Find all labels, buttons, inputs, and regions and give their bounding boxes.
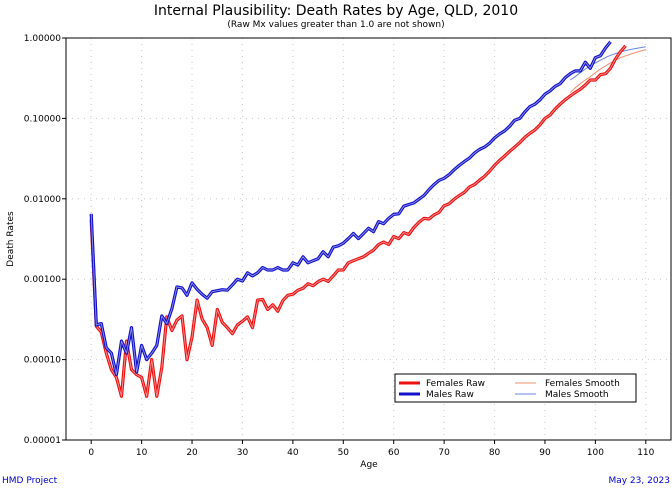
y-axis: 0.00001 0.00010 0.00100 0.01000 0.10000 1.000… <box>24 34 66 446</box>
x-tick-label: 110 <box>637 448 654 458</box>
y-axis-label: Death Rates <box>6 211 16 267</box>
y-tick-label: 0.00010 <box>24 356 61 366</box>
y-tick-label: 0.00100 <box>24 275 61 285</box>
x-axis: 0 10 20 30 40 50 60 70 80 90 100 110 <box>88 440 655 458</box>
series-line-females-smooth <box>569 49 646 93</box>
y-tick-label: 0.10000 <box>24 114 61 124</box>
legend-label-males-smooth: Males Smooth <box>545 390 609 400</box>
legend-label-females-smooth: Females Smooth <box>545 379 620 389</box>
x-tick-label: 30 <box>237 448 249 458</box>
series-highlight-females-raw <box>90 45 626 397</box>
chart-subtitle: (Raw Mx values greater than 1.0 are not … <box>227 20 444 30</box>
footer-date: May 23, 2023 <box>608 476 670 486</box>
legend-label-females-raw: Females Raw <box>426 379 485 389</box>
legend-box <box>394 373 637 403</box>
series-line-males-smooth <box>569 46 646 81</box>
y-tick-label: 0.01000 <box>24 195 61 205</box>
chart-svg: Internal Plausibility: Death Rates by Ag… <box>6 3 672 470</box>
footer-project: HMD Project <box>2 476 58 486</box>
legend: Females Raw Females Smooth Males Raw Mal… <box>394 373 637 403</box>
x-tick-label: 60 <box>388 448 400 458</box>
x-tick-label: 100 <box>587 448 604 458</box>
x-tick-label: 90 <box>539 448 551 458</box>
legend-label-males-raw: Males Raw <box>426 390 474 400</box>
plot-frame <box>65 37 672 441</box>
series-layer <box>89 40 646 398</box>
x-tick-label: 40 <box>287 448 299 458</box>
x-tick-label: 50 <box>338 448 350 458</box>
x-tick-label: 20 <box>186 448 198 458</box>
chart-title: Internal Plausibility: Death Rates by Ag… <box>154 3 518 19</box>
y-tick-label: 1.00000 <box>24 34 61 44</box>
x-tick-label: 70 <box>438 448 450 458</box>
series-highlight-males-raw <box>90 41 611 376</box>
x-axis-label: Age <box>360 460 378 470</box>
y-tick-label: 0.00001 <box>24 436 61 446</box>
x-tick-label: 10 <box>136 448 148 458</box>
x-tick-label: 80 <box>489 448 501 458</box>
x-tick-label: 0 <box>88 448 94 458</box>
